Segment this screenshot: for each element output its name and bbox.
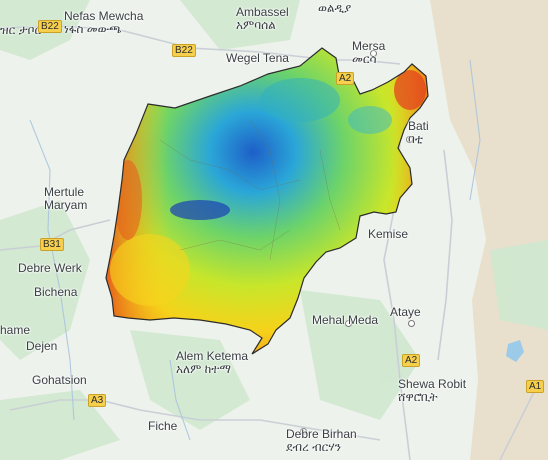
place-shewa-robit[interactable]: Shewa Robit ሸዋሮቢት (398, 377, 467, 404)
place-ambassel[interactable]: Ambassel አምባሰል (236, 5, 289, 32)
bati-dot (406, 136, 413, 143)
road-shield: B31 (40, 238, 64, 251)
place-debre-birhan[interactable]: Debre Birhan ደብረ ብርሃን (286, 427, 357, 454)
road-shield: A3 (88, 394, 107, 407)
road-shield: A1 (526, 380, 545, 393)
debre-birhan-dot (300, 428, 307, 435)
place-alem-ketema[interactable]: Alem Ketema አለም ከተማ (176, 349, 249, 376)
place-bati[interactable]: Bati ባቲ (408, 119, 429, 146)
road-shield: B22 (38, 20, 62, 33)
place-mertule-maryam[interactable]: Mertule Maryam (44, 185, 88, 212)
place-kemise[interactable]: Kemise (368, 227, 409, 241)
place-left-top-fragment[interactable]: ዝር ታቦር (0, 23, 42, 37)
mersa-dot (370, 50, 377, 57)
place-bichena[interactable]: Bichena (34, 285, 78, 299)
place-woldiya[interactable]: ወልዲያ (318, 1, 352, 15)
place-ataye[interactable]: Ataye (390, 305, 421, 319)
road-shield: A2 (336, 72, 355, 85)
road-shield: B22 (172, 44, 196, 57)
place-mersa[interactable]: Mersa መርሳ (352, 39, 386, 66)
place-debre-werk[interactable]: Debre Werk (18, 261, 82, 275)
place-left-name-fragment[interactable]: hame (0, 323, 31, 337)
place-gohatsion[interactable]: Gohatsion (32, 373, 87, 387)
place-mehal-meda[interactable]: Mehal Meda (312, 313, 379, 327)
place-dejen[interactable]: Dejen (26, 339, 58, 353)
place-fiche[interactable]: Fiche (148, 419, 178, 433)
ataye-dot (408, 320, 415, 327)
place-nefas-mewcha[interactable]: Nefas Mewcha ነፋስ መውጫ (64, 9, 144, 36)
place-wegel-tena[interactable]: Wegel Tena (226, 51, 289, 65)
mehal-meda-dot (345, 320, 352, 327)
road-shield: A2 (402, 354, 421, 367)
